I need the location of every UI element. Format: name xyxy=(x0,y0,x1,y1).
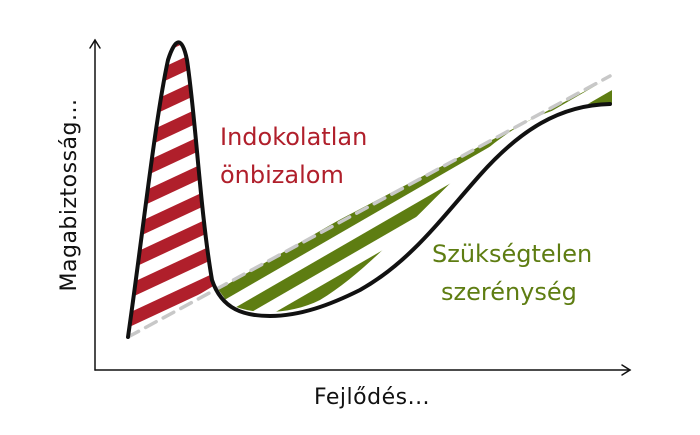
underconfidence-label: Szükségtelen szerénység xyxy=(432,240,592,306)
reference-dashed-line xyxy=(126,74,612,339)
overconfidence-label-line1: Indokolatlan xyxy=(220,123,367,151)
underconfidence-label-line1: Szükségtelen xyxy=(432,240,592,268)
overconfidence-region xyxy=(128,42,215,337)
x-axis-title: Fejlődés... xyxy=(314,385,430,410)
axes xyxy=(89,38,632,376)
y-axis-arrowhead xyxy=(89,38,101,49)
overconfidence-label: Indokolatlan önbizalom xyxy=(220,123,367,189)
y-axis-title: Magabiztosság... xyxy=(57,99,82,292)
underconfidence-label-line2: szerénység xyxy=(441,278,577,306)
overconfidence-label-line2: önbizalom xyxy=(220,161,344,189)
x-axis-arrowhead xyxy=(621,364,632,376)
confidence-curve xyxy=(126,40,612,339)
